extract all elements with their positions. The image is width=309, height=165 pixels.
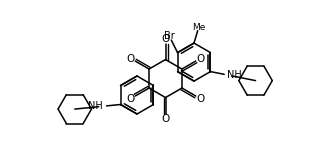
Text: NH: NH [227,70,242,80]
Text: Br: Br [164,32,175,41]
Text: NH: NH [88,101,103,111]
Text: O: O [161,114,170,124]
Text: O: O [196,54,204,64]
Text: Me: Me [193,23,206,32]
Text: O: O [127,54,135,64]
Text: O: O [127,94,135,104]
Text: O: O [161,33,170,44]
Text: O: O [196,94,204,104]
